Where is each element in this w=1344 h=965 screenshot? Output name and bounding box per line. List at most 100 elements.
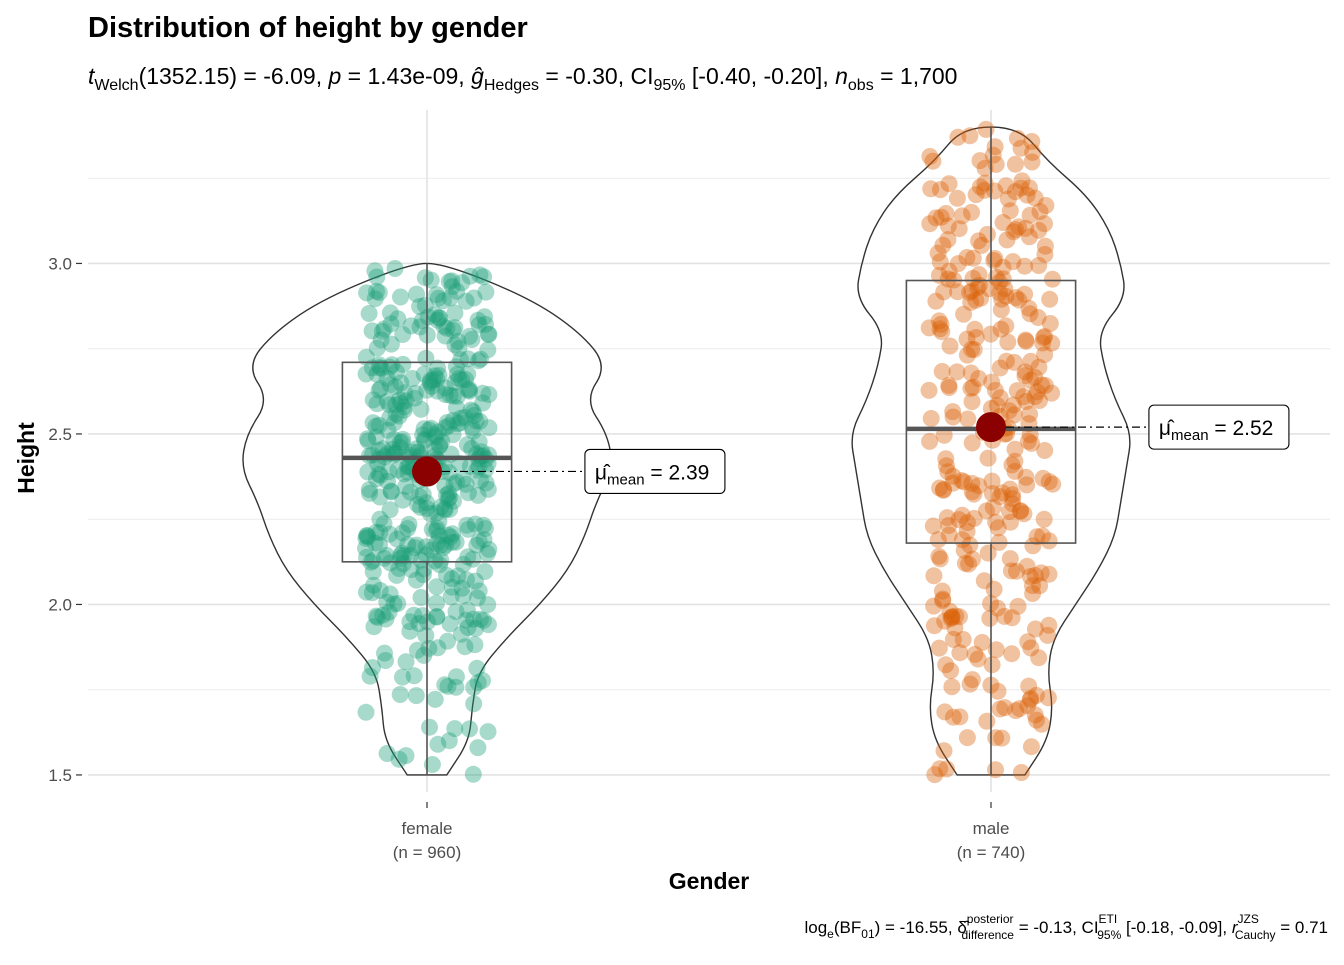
data-point-female [443,533,461,551]
data-point-male [1028,383,1046,401]
data-point-male [971,178,989,196]
data-point-male [940,376,958,394]
data-point-female [453,371,471,389]
data-point-male [1037,197,1055,214]
data-point-female [464,765,482,783]
data-point-male [1009,597,1027,615]
data-point-female [428,519,446,537]
data-point-male [1040,532,1058,550]
data-point-male [1041,290,1059,308]
data-point-female [471,266,489,284]
data-point-female [412,498,429,516]
data-point-male [1027,686,1045,704]
data-point-female [386,378,404,396]
data-point-female [369,608,386,626]
data-point-male [1020,677,1038,695]
data-point-male [926,766,944,784]
data-point-female [381,501,399,519]
data-point-female [364,552,382,570]
data-point-female [426,367,444,385]
data-point-female [370,441,388,459]
data-point-female [370,356,388,374]
data-point-female [380,463,398,481]
data-point-female [447,678,465,696]
delta-sup: posterior [967,912,1014,926]
data-point-female [409,496,427,513]
data-point-male [992,320,1010,338]
data-point-male [1030,257,1048,274]
data-point-male [965,485,983,503]
data-point-female [401,622,419,640]
data-point-male [963,203,980,221]
data-point-female [423,377,441,395]
data-point-female [459,619,477,636]
data-point-female [378,369,396,387]
data-point-female [444,492,462,510]
effect-value: -0.30 [565,63,617,89]
data-point-female [402,317,420,335]
data-point-male [1016,363,1034,381]
data-point-female [429,639,447,657]
data-point-male [1008,562,1025,580]
data-point-male [1039,689,1057,707]
data-point-male [976,181,993,199]
caption-ci-sub: 95% [1097,928,1121,942]
data-point-male [1033,376,1051,394]
data-point-male [970,232,988,250]
data-point-female [432,536,450,554]
data-point-female [448,473,466,491]
data-point-male [976,174,994,192]
data-point-male [934,592,952,609]
data-point-male [936,612,954,630]
data-point-male [1024,537,1042,555]
mean-label-sub: mean [1171,427,1209,444]
data-point-male [967,291,985,309]
data-point-male [920,319,938,337]
data-point-male [934,481,952,499]
data-point-male [921,215,939,233]
data-point-male [993,484,1011,502]
data-point-male [1030,649,1048,667]
data-point-male [1031,577,1049,595]
data-point-female [449,567,467,585]
mean-label-male: μ̂mean = 2.52 [1159,417,1273,444]
data-point-female [416,432,434,450]
data-point-female [401,613,419,631]
data-point-male [1004,253,1022,271]
data-point-male [958,522,976,540]
data-point-female [388,566,406,584]
data-point-female [415,560,433,578]
data-point-female [436,379,454,397]
data-point-female [438,486,455,504]
data-point-female [359,528,377,546]
data-point-female [393,544,411,562]
data-point-female [476,308,493,326]
data-point-female [454,470,472,488]
data-point-female [436,676,454,694]
data-point-female [443,278,461,296]
data-point-female [392,546,410,564]
data-point-male [997,317,1015,335]
data-point-female [446,336,464,354]
data-point-female [421,374,439,392]
data-point-female [468,461,486,479]
data-point-female [368,365,386,383]
data-point-female [428,286,446,304]
data-point-female [452,409,470,427]
data-point-male [960,555,978,573]
data-point-male [985,252,1003,269]
data-point-female [364,563,382,581]
data-point-male [931,320,949,338]
data-point-female [418,494,435,512]
data-point-male [948,363,966,381]
data-point-male [930,312,948,330]
data-point-male [924,152,942,170]
data-point-female [372,380,390,397]
data-point-male [930,547,948,565]
data-point-male [999,333,1017,351]
data-point-male [995,607,1013,625]
data-point-male [984,146,1002,164]
data-point-male [1001,202,1019,220]
data-point-female [406,389,424,407]
data-point-female [430,309,448,327]
